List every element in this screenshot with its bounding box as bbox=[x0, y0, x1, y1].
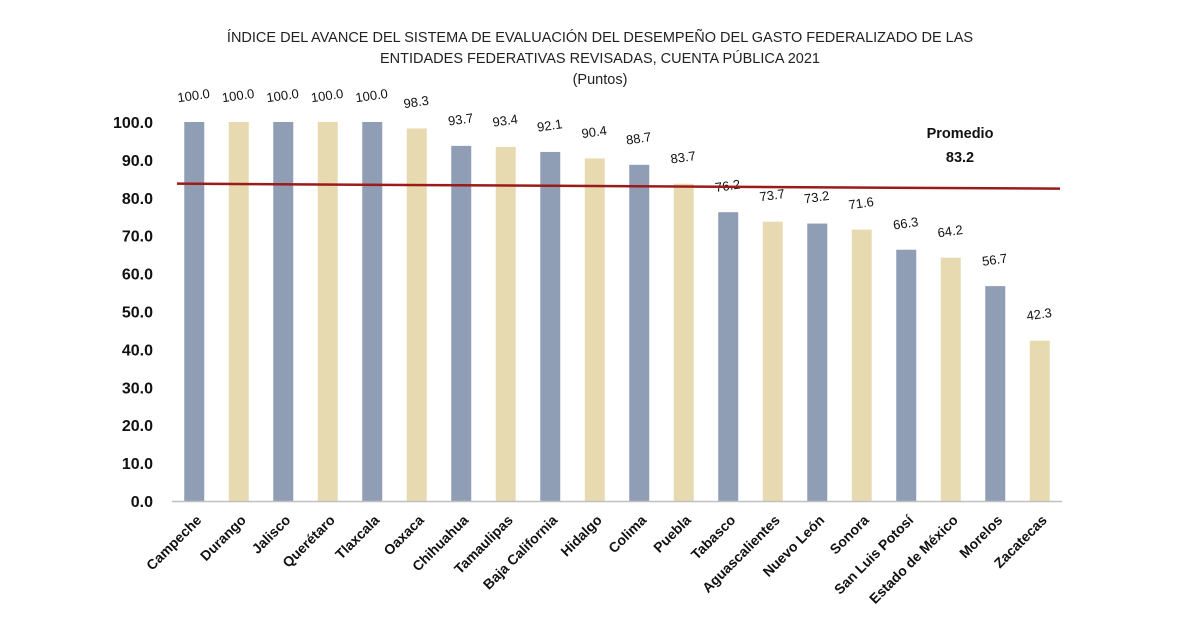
x-tick-label: San Luis Potosí bbox=[831, 511, 917, 597]
y-tick-label: 30.0 bbox=[122, 380, 153, 397]
bar bbox=[673, 183, 694, 502]
bar bbox=[896, 249, 917, 501]
y-tick-label: 10.0 bbox=[122, 456, 153, 473]
chart-subtitle: (Puntos) bbox=[572, 72, 628, 88]
y-tick-label: 80.0 bbox=[122, 191, 153, 208]
data-label: 92.1 bbox=[536, 116, 563, 134]
average-value-label: 83.2 bbox=[946, 150, 974, 166]
data-label: 93.4 bbox=[492, 111, 519, 129]
x-tick-label: Colima bbox=[605, 512, 649, 556]
bar bbox=[362, 122, 383, 501]
data-label: 56.7 bbox=[981, 250, 1008, 268]
data-label: 88.7 bbox=[625, 129, 652, 147]
bar bbox=[495, 147, 516, 502]
x-tick-label: Hidalgo bbox=[557, 512, 605, 560]
y-tick-label: 90.0 bbox=[122, 153, 153, 170]
data-label: 71.6 bbox=[848, 194, 875, 212]
data-label: 100.0 bbox=[265, 86, 299, 105]
y-tick-label: 20.0 bbox=[122, 418, 153, 435]
bar bbox=[1029, 340, 1050, 501]
y-tick-label: 60.0 bbox=[122, 267, 153, 284]
data-label: 90.4 bbox=[581, 123, 608, 141]
bar bbox=[317, 122, 338, 501]
data-label: 100.0 bbox=[310, 86, 344, 105]
x-tick-label: Jalisco bbox=[248, 512, 293, 557]
bar bbox=[940, 257, 961, 501]
bar bbox=[540, 151, 561, 502]
bar bbox=[228, 122, 249, 501]
chart-title-line-1: ÍNDICE DEL AVANCE DEL SISTEMA DE EVALUAC… bbox=[226, 30, 974, 46]
bar bbox=[406, 128, 427, 501]
data-labels: 100.0 100.0 100.0 100.0 100.0 98.3 93.7 93.4 92.… bbox=[176, 86, 1052, 324]
y-axis: 0.0 10.0 20.0 30.0 40.0 50.0 60.0 70.0 80.0 90.0 1… bbox=[113, 115, 153, 511]
chart-title-line-2: ENTIDADES FEDERATIVAS REVISADAS, CUENTA … bbox=[380, 51, 820, 67]
data-label: 42.3 bbox=[1026, 305, 1053, 323]
data-label: 66.3 bbox=[892, 214, 919, 232]
average-line bbox=[176, 182, 1061, 190]
data-label: 73.2 bbox=[803, 188, 830, 206]
average-label: Promedio bbox=[927, 126, 994, 142]
y-tick-label: 0.0 bbox=[131, 494, 153, 511]
x-tick-label: Campeche bbox=[143, 512, 205, 574]
bar bbox=[851, 229, 872, 502]
y-tick-label: 40.0 bbox=[122, 342, 153, 359]
bar bbox=[584, 158, 605, 501]
data-label: 83.7 bbox=[670, 148, 697, 166]
bar bbox=[985, 286, 1006, 501]
bars bbox=[184, 122, 1050, 502]
x-tick-label: Tlaxcala bbox=[332, 512, 383, 563]
bar bbox=[718, 212, 739, 501]
y-tick-label: 70.0 bbox=[122, 229, 153, 246]
data-label: 73.7 bbox=[759, 186, 786, 204]
data-label: 100.0 bbox=[354, 86, 388, 105]
bar bbox=[273, 122, 294, 501]
data-label: 64.2 bbox=[937, 222, 964, 240]
bar bbox=[807, 223, 828, 501]
data-label: 98.3 bbox=[403, 93, 430, 111]
y-tick-label: 100.0 bbox=[113, 115, 153, 132]
chart-title-block: ÍNDICE DEL AVANCE DEL SISTEMA DE EVALUAC… bbox=[0, 28, 1200, 91]
y-tick-label: 50.0 bbox=[122, 305, 153, 322]
x-tick-label: Puebla bbox=[650, 512, 694, 556]
data-label: 100.0 bbox=[221, 86, 255, 105]
bar bbox=[184, 122, 205, 501]
bar bbox=[762, 221, 783, 501]
data-label: 100.0 bbox=[176, 86, 210, 105]
data-label: 93.7 bbox=[447, 110, 474, 128]
x-tick-label: Aguascalientes bbox=[699, 512, 783, 596]
bar bbox=[629, 164, 650, 501]
x-tick-label: Durango bbox=[197, 512, 249, 564]
bar bbox=[451, 145, 472, 501]
